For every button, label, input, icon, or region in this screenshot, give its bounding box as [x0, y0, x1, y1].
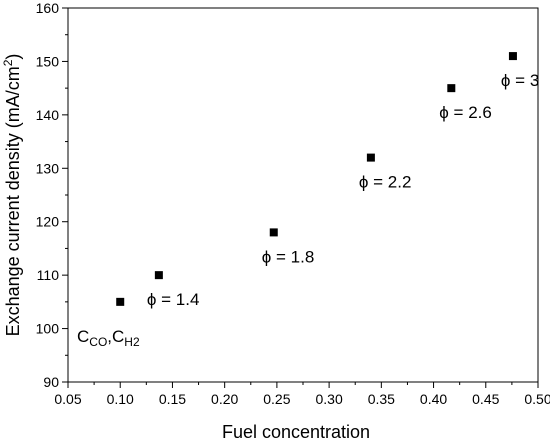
y-tick-label: 110: [37, 267, 60, 283]
x-tick-label: 0.40: [420, 391, 447, 407]
y-tick-label: 160: [36, 0, 60, 16]
data-markers: [116, 52, 517, 306]
formula-label: CCO,CH2: [77, 327, 140, 349]
phi-symbol: ϕ: [359, 173, 369, 192]
axes: 0.05 0.10 0.15 0.20 0.25 0.30 0.35 0.40 0.45 0.50…: [36, 0, 550, 407]
phi-label: ϕ = 2.2: [359, 173, 412, 192]
phi-value: = 1.4: [156, 290, 199, 309]
x-tick-label: 0.05: [54, 391, 81, 407]
phi-symbol: ϕ: [262, 247, 272, 266]
y-axis-title-sup: 2: [1, 59, 15, 66]
formula-c-h2: C: [112, 327, 124, 346]
phi-symbol: ϕ: [501, 71, 511, 90]
y-tick-label: 150: [36, 53, 60, 69]
x-tick-label: 0.30: [315, 391, 342, 407]
data-point: [447, 84, 456, 93]
data-point: [116, 297, 125, 306]
phi-value: = 3: [510, 71, 539, 90]
formula-comma: ,: [107, 327, 112, 346]
phi-value: = 2.2: [368, 173, 411, 192]
x-tick-label: 0.45: [472, 391, 499, 407]
phi-symbol: ϕ: [439, 103, 449, 122]
data-point: [269, 228, 278, 237]
formula-sub-co: CO: [89, 335, 107, 349]
y-axis-title-tail: ): [3, 54, 23, 60]
formula-sub-h2: H2: [124, 335, 140, 349]
data-point: [366, 153, 375, 162]
y-tick-label: 140: [36, 107, 60, 123]
y-axis-title: Exchange current density (mA/cm2): [1, 54, 23, 337]
data-point: [508, 52, 517, 61]
formula-c-co: C: [77, 327, 89, 346]
y-tick-label: 100: [36, 321, 60, 337]
phi-label: ϕ = 2.6: [439, 103, 492, 122]
annotations: ϕ = 1.4ϕ = 1.8ϕ = 2.2ϕ = 2.6ϕ = 3: [147, 71, 539, 309]
phi-symbol: ϕ: [147, 290, 157, 309]
x-tick-label: 0.15: [159, 391, 186, 407]
x-tick-label: 0.50: [524, 391, 550, 407]
x-tick-label: 0.35: [368, 391, 395, 407]
x-tick-label: 0.10: [107, 391, 134, 407]
x-axis-title: Fuel concentration: [222, 422, 370, 442]
phi-value: = 2.6: [449, 103, 492, 122]
x-tick-label: 0.25: [263, 391, 290, 407]
y-tick-label: 90: [43, 374, 59, 390]
y-axis-title-main: Exchange current density (mA/cm: [3, 66, 23, 336]
phi-label: ϕ = 1.4: [147, 290, 200, 309]
data-point: [154, 271, 163, 280]
phi-label: ϕ = 3: [501, 71, 539, 90]
phi-label: ϕ = 1.8: [262, 247, 315, 266]
y-tick-label: 120: [36, 214, 60, 230]
x-tick-label: 0.20: [211, 391, 238, 407]
phi-value: = 1.8: [271, 247, 314, 266]
y-tick-label: 130: [36, 160, 60, 176]
